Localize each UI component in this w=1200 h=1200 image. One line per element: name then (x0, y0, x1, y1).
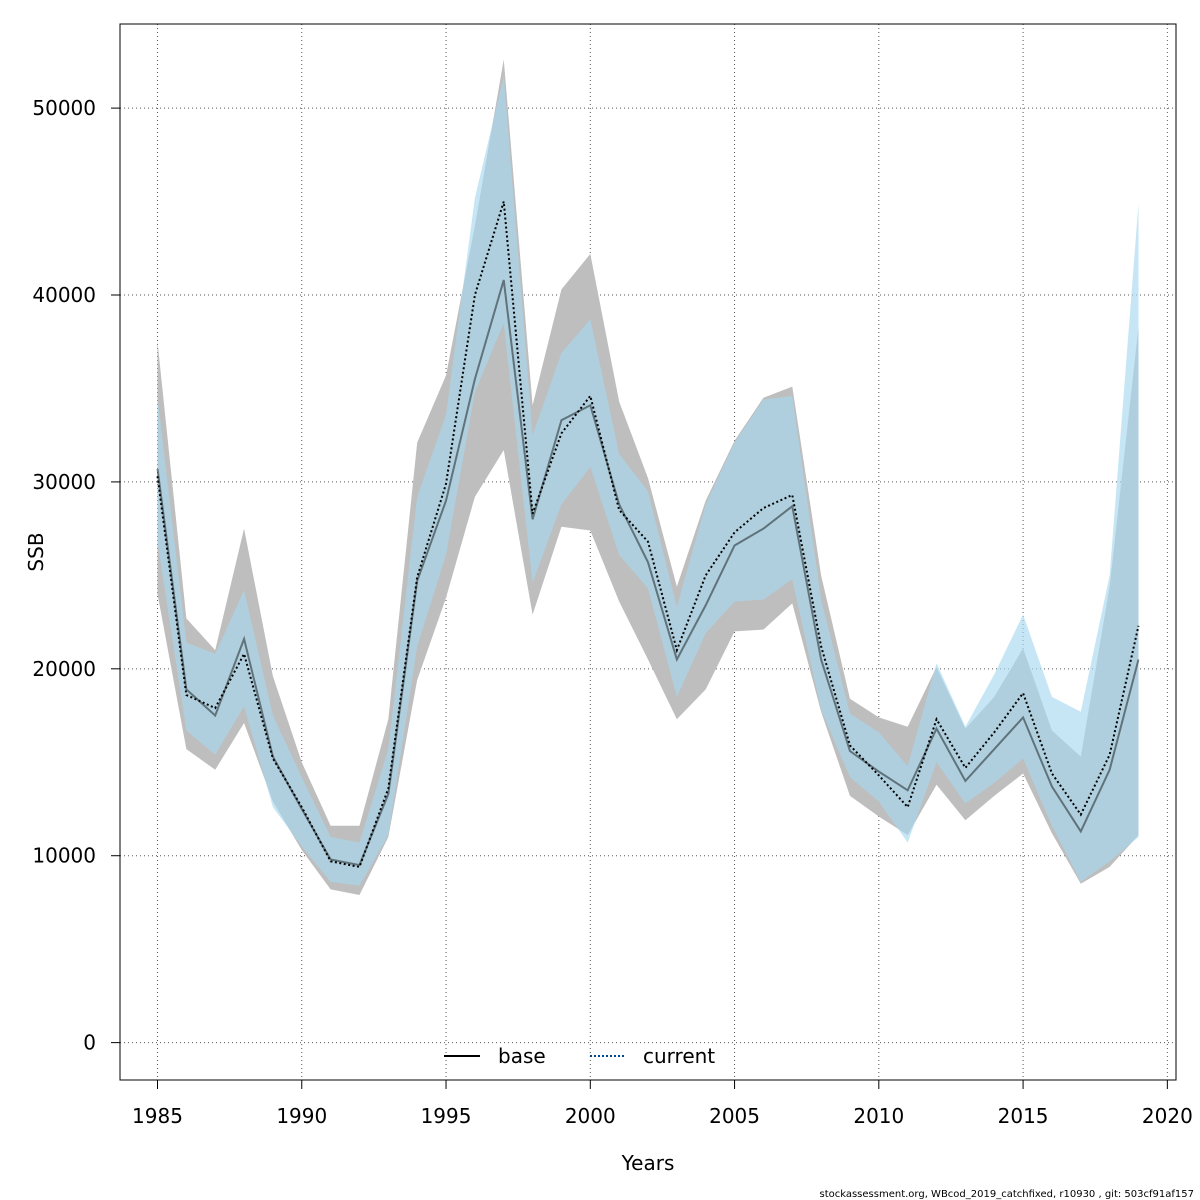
x-tick-label-0: 1985 (132, 1104, 183, 1128)
x-tick-label-4: 2005 (709, 1104, 760, 1128)
series-lines (156, 201, 1140, 869)
x-tick-label-5: 2010 (853, 1104, 904, 1128)
x-tick-label-1: 1990 (276, 1104, 327, 1128)
x-tick-label-2: 1995 (421, 1104, 472, 1128)
y-tick-label-3: 30000 (32, 470, 96, 494)
confidence-bands (157, 59, 1139, 895)
footer-note: stockassessment.org, WBcod_2019_catchfix… (819, 1189, 1194, 1200)
y-tick-label-0: 0 (83, 1031, 96, 1055)
legend: base current (444, 1044, 715, 1068)
x-tick-label-3: 2000 (565, 1104, 616, 1128)
y-tick-label-5: 50000 (32, 96, 96, 120)
x-tick-label-6: 2015 (998, 1104, 1049, 1128)
x-tick-label-7: 2020 (1142, 1104, 1193, 1128)
y-tick-label-4: 40000 (32, 283, 96, 307)
line-current (156, 201, 1140, 869)
plot-frame (119, 23, 1177, 1081)
band-current (157, 76, 1139, 886)
y-tick-label-1: 10000 (32, 844, 96, 868)
y-tick-label-2: 20000 (32, 657, 96, 681)
legend-label-base: base (498, 1044, 546, 1068)
axes: 1985 1990 1995 2000 2005 2010 2015 2020 0 10000 20… (32, 96, 1192, 1128)
x-axis-title: Years (621, 1151, 675, 1175)
legend-label-current: current (643, 1044, 715, 1068)
y-axis-title: SSB (24, 532, 48, 571)
